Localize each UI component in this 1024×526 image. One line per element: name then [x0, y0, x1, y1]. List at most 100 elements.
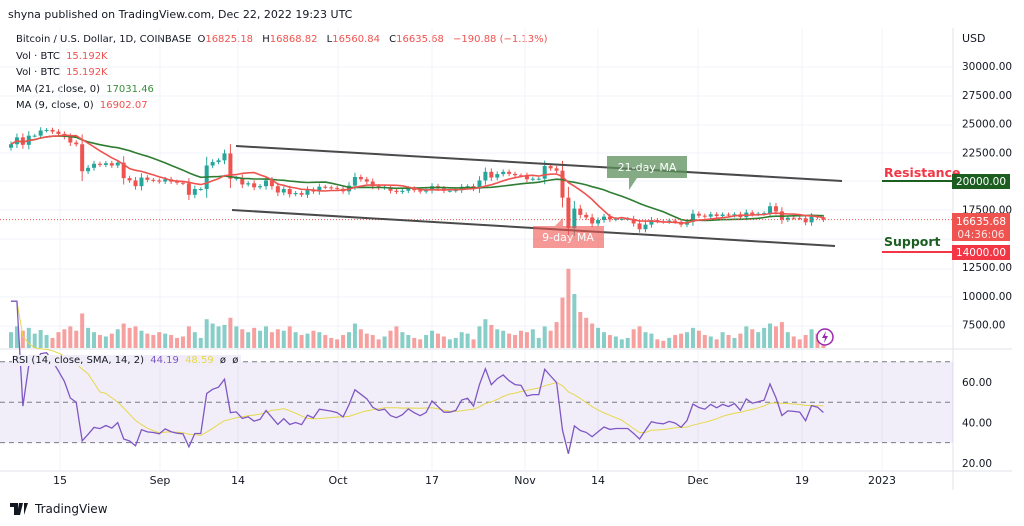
candle-body: [358, 176, 363, 180]
candle-body: [246, 183, 251, 185]
volume-bar: [180, 336, 185, 348]
volume-bar: [673, 335, 678, 348]
candle-body: [133, 180, 138, 187]
vol-legend-2[interactable]: Vol · BTC 15.192K: [16, 67, 111, 78]
volume-bar: [524, 332, 529, 348]
rsi-tick: 40.00: [962, 417, 992, 429]
rsi-extra-2: ø: [232, 355, 239, 366]
last-price-tag: [952, 213, 1010, 241]
ma9-legend[interactable]: MA (9, close, 0) 16902.07: [16, 100, 151, 111]
volume-bar: [86, 327, 91, 348]
ma9-line: [10, 134, 824, 224]
candle-body: [121, 162, 126, 179]
volume-bar: [103, 336, 108, 348]
support-price: 14000.00: [956, 247, 1006, 259]
candle-body: [607, 216, 612, 220]
candle-body: [714, 214, 719, 217]
candle-body: [364, 179, 369, 182]
candle-body: [453, 190, 458, 192]
candle-body: [667, 220, 672, 222]
volume-bar: [418, 339, 423, 348]
lightning-icon-bolt: [822, 331, 828, 343]
candle-body: [38, 130, 43, 136]
candle-body: [240, 178, 245, 185]
ma9-value: 16902.07: [99, 100, 148, 111]
volume-bar: [139, 330, 144, 348]
volume-bar: [584, 317, 589, 348]
candle-body: [252, 183, 257, 188]
volume-bar: [762, 327, 767, 348]
symbol-name[interactable]: Bitcoin / U.S. Dollar, 1D, COINBASE: [16, 34, 192, 45]
volume-bar: [151, 335, 156, 348]
volume-bar: [685, 332, 690, 348]
rsi-label: RSI (14, close, SMA, 14, 2): [12, 355, 145, 366]
candle-body: [56, 131, 61, 134]
candle-body: [690, 213, 695, 222]
tradingview-logo[interactable]: TradingView: [10, 502, 108, 516]
vol-legend-1[interactable]: Vol · BTC 15.192K: [16, 51, 111, 62]
candle-body: [495, 174, 500, 178]
volume-bar: [258, 330, 263, 348]
candle-body: [115, 162, 120, 166]
volume-bar: [548, 330, 553, 348]
volume-bar: [287, 326, 292, 348]
candle-body: [797, 217, 802, 219]
time-tick: 15: [53, 474, 67, 487]
volume-bar: [311, 330, 316, 348]
volume-bar: [204, 319, 209, 348]
volume-bar: [809, 329, 814, 348]
resistance-label: Resistance: [884, 165, 960, 180]
candle-body: [299, 193, 304, 195]
candle-body: [708, 214, 713, 217]
volume-bar: [38, 330, 43, 348]
volume-bar: [169, 335, 174, 348]
volume-bar: [68, 326, 73, 348]
lightning-icon[interactable]: [816, 328, 834, 346]
candle-body: [175, 181, 180, 183]
volume-bar: [773, 326, 778, 348]
candle-body: [281, 189, 286, 193]
close-label: C: [389, 34, 397, 45]
volume-bar: [335, 339, 340, 348]
candle-body: [323, 186, 328, 188]
rsi-tick: 20.00: [962, 458, 992, 470]
volume-bar: [542, 326, 547, 348]
volume-bar: [115, 329, 120, 348]
high-value: 16868.82: [269, 34, 318, 45]
volume-bar: [643, 332, 648, 348]
volume-bar: [607, 335, 612, 348]
volume-bar: [299, 335, 304, 348]
candle-body: [186, 183, 191, 195]
volume-bar: [20, 330, 25, 348]
ma21-legend[interactable]: MA (21, close, 0) 17031.46: [16, 84, 157, 95]
rsi-legend[interactable]: RSI (14, close, SMA, 14, 2) 44.19 48.59 …: [12, 355, 242, 366]
candle-body: [370, 181, 375, 187]
volume-bar: [679, 333, 684, 348]
volume-bar: [613, 336, 618, 348]
candle-body: [530, 178, 535, 180]
close-value: 16635.68: [396, 34, 444, 45]
volume-bar: [566, 268, 571, 348]
candle-body: [489, 171, 494, 178]
candle-body: [97, 163, 102, 165]
volume-bar: [269, 332, 274, 348]
price-tick: 12500.00: [962, 262, 1012, 274]
candle-body: [157, 180, 162, 182]
candle-body: [424, 190, 429, 192]
candle-body: [151, 179, 156, 181]
volume-bar: [246, 332, 251, 348]
candle-body: [596, 220, 601, 224]
ma21-value: 17031.46: [106, 84, 154, 95]
volume-bar: [109, 333, 114, 348]
volume-bar: [364, 333, 369, 348]
candle-body: [68, 136, 73, 143]
volume-bar: [198, 337, 203, 348]
high-label: H: [262, 34, 270, 45]
volume-bar: [127, 327, 132, 348]
candle-body: [394, 190, 399, 192]
volume-bar: [554, 322, 559, 348]
volume-bar: [329, 337, 334, 348]
volume-bar: [690, 327, 695, 348]
volume-bar: [305, 333, 310, 348]
